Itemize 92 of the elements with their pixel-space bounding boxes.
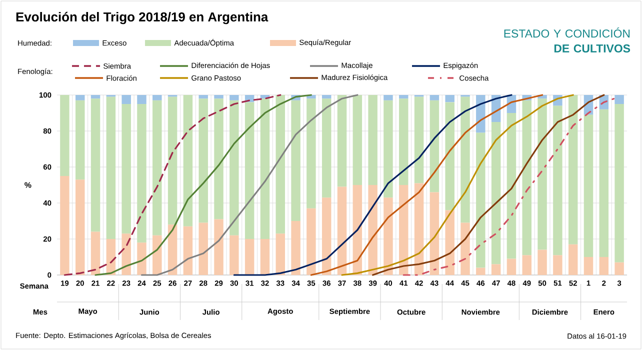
bar <box>368 184 378 275</box>
bar <box>506 112 516 259</box>
bar <box>337 94 347 187</box>
bar <box>352 94 362 185</box>
line-series <box>94 94 312 276</box>
bar <box>244 102 254 239</box>
bar <box>152 235 162 275</box>
bar <box>106 96 116 239</box>
bar <box>399 94 408 99</box>
bar <box>198 94 208 99</box>
bar <box>430 100 440 192</box>
bar <box>291 100 300 221</box>
bar <box>553 255 562 275</box>
bar <box>430 192 440 275</box>
bar <box>183 226 193 275</box>
bar <box>75 180 85 275</box>
bar <box>276 234 286 275</box>
bar <box>352 184 362 275</box>
bar <box>399 184 408 275</box>
bar <box>198 222 208 275</box>
bar <box>337 186 347 275</box>
bar <box>183 94 193 226</box>
bar <box>75 94 85 100</box>
bar <box>430 94 440 100</box>
bar <box>538 250 547 275</box>
bar <box>584 257 594 275</box>
bar <box>306 208 316 275</box>
bar <box>306 98 316 208</box>
bar <box>599 109 609 257</box>
bar <box>506 258 516 275</box>
bar <box>122 104 131 234</box>
bar <box>230 100 239 236</box>
bar <box>60 176 70 275</box>
bar <box>368 94 378 185</box>
bar <box>476 268 486 275</box>
bar <box>137 104 146 243</box>
bar <box>522 100 532 256</box>
bar <box>75 100 85 180</box>
bar <box>322 94 332 99</box>
bar <box>614 94 624 104</box>
bar <box>445 210 454 275</box>
bar <box>491 264 501 275</box>
line-series <box>341 94 574 276</box>
bar <box>168 96 178 225</box>
bar <box>322 198 332 275</box>
bar <box>445 102 454 210</box>
bar <box>384 198 393 275</box>
bar <box>214 94 224 99</box>
line-series <box>372 94 605 276</box>
bar <box>384 94 393 100</box>
chart-title: Evolución del Trigo 2018/19 en Argentina <box>16 12 268 24</box>
bar <box>214 98 224 220</box>
bar <box>414 183 424 275</box>
bar <box>244 239 254 275</box>
bar <box>568 244 578 275</box>
bar <box>137 94 146 104</box>
bar <box>152 100 162 236</box>
bar <box>214 219 224 275</box>
line-series <box>64 94 282 276</box>
bar <box>60 94 70 176</box>
bar <box>230 235 239 275</box>
bar <box>538 98 547 250</box>
bar <box>90 232 100 275</box>
bar <box>491 122 501 264</box>
bar <box>584 114 594 257</box>
bar <box>414 96 424 184</box>
bar <box>614 262 624 275</box>
bar <box>152 94 162 100</box>
bar <box>260 98 270 239</box>
bar <box>291 221 300 275</box>
bar <box>460 96 470 223</box>
bar <box>614 104 624 262</box>
bar <box>122 94 131 104</box>
bar <box>599 257 609 275</box>
bar <box>198 98 208 223</box>
bar <box>460 222 470 275</box>
bar <box>522 255 532 275</box>
bar <box>445 94 454 102</box>
bar <box>230 94 239 100</box>
bar <box>399 98 408 185</box>
bar <box>384 100 393 198</box>
bar <box>260 239 270 275</box>
bar <box>90 98 100 232</box>
bar <box>568 94 578 244</box>
bar <box>90 94 100 99</box>
chart-subtitle: ESTADO Y CONDICIÓN DE CULTIVOS <box>504 28 630 53</box>
bar <box>276 94 286 234</box>
bar <box>322 98 332 198</box>
bar <box>476 132 486 268</box>
bar <box>122 234 131 275</box>
bar <box>137 242 146 275</box>
bar <box>553 106 562 256</box>
